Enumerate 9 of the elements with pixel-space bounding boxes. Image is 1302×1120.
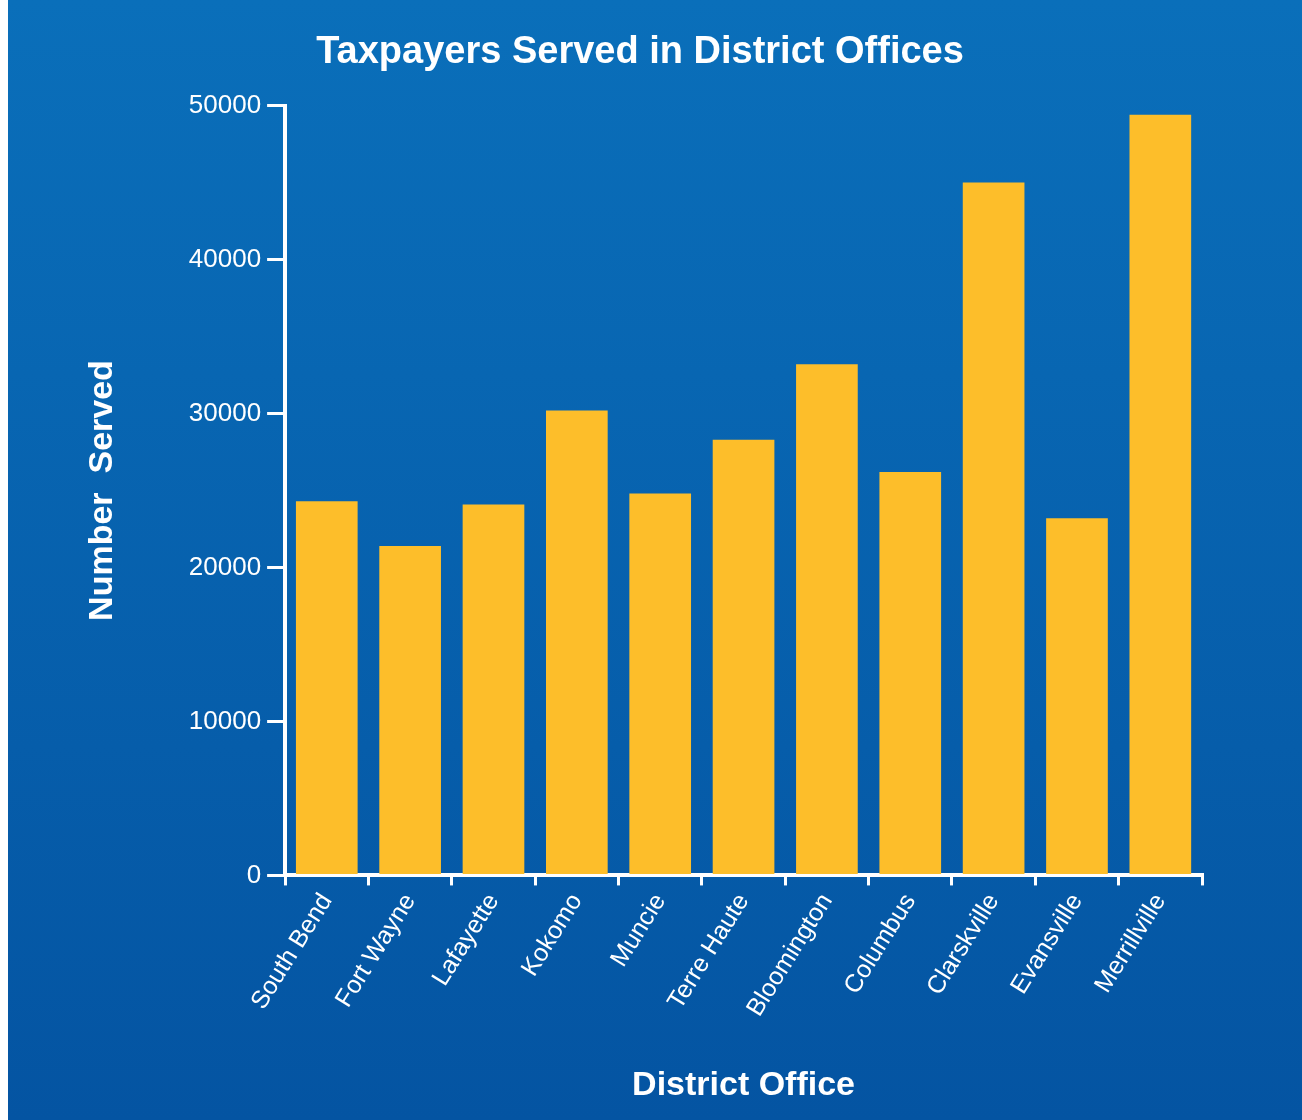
y-tick-label: 20000 [188,550,262,581]
x-axis-title: District Office [632,1063,856,1102]
y-tick-label: 40000 [188,242,262,273]
y-axis-title: Number Served [80,360,119,621]
y-tick-label: 10000 [188,704,262,735]
chart-title: Taxpayers Served in District Offices [316,29,964,72]
y-tick-label: 50000 [188,88,262,119]
y-tick-label: 0 [246,858,262,889]
y-tick-label: 30000 [188,396,262,427]
